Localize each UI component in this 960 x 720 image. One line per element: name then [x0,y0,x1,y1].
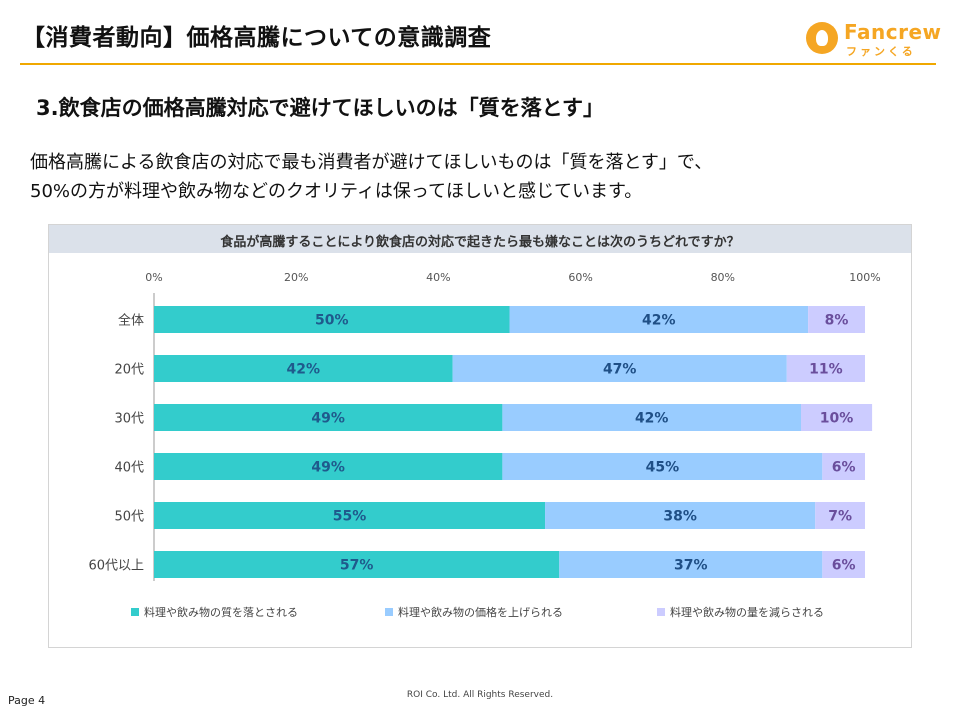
bar-segment [509,306,809,333]
intro-text: 価格高騰による飲食店の対応で最も消費者が避けてほしいものは「質を落とす」で、 5… [30,148,930,206]
bar-segment [452,355,787,382]
bar-segment [154,355,453,382]
x-tick-label: 100% [849,271,880,284]
bar-segment [154,306,510,333]
legend-swatch [385,608,393,616]
x-tick-label: 80% [711,271,735,284]
brand-logo: Fancrew ファンくる [806,20,941,58]
bar-segment [822,453,865,480]
bar-segment [154,453,503,480]
bar-segment [502,453,823,480]
chart-panel: 食品が高騰することにより飲食店の対応で起きたら最も嫌なことは次のうちどれですか？… [48,224,912,648]
stacked-bar-chart: 0% 20% 40% 60% 80% 100% 全体 50% 42% 8% 20代 42% 47% 11%… [88,271,880,619]
data-label: 57% [340,558,374,574]
bar-segment [808,306,865,333]
data-label: 47% [603,362,637,378]
data-label: 7% [828,509,852,525]
legend-label: 料理や飲み物の価格を上げられる [398,605,563,619]
x-tick-label: 60% [568,271,592,284]
bar-segment [822,551,865,578]
section-title: 3.飲食店の価格高騰対応で避けてほしいのは「質を落とす」 [36,96,604,120]
data-label: 10% [820,411,854,427]
data-label: 11% [809,362,843,378]
logo-kana: ファンくる [846,45,916,58]
bar-segment [154,502,546,529]
fancrew-logo-icon [806,22,838,54]
data-label: 49% [311,460,345,476]
data-label: 6% [832,558,856,574]
data-label: 45% [646,460,680,476]
data-label: 38% [663,509,697,525]
legend-swatch [131,608,139,616]
category-label: 20代 [114,363,144,378]
data-label: 55% [333,509,367,525]
bar-segment [815,502,865,529]
copyright-notice: ROI Co. Ltd. All Rights Reserved. [406,690,554,700]
x-tick-label: 40% [426,271,450,284]
data-label: 49% [311,411,345,427]
data-label: 37% [674,558,708,574]
x-tick-label: 0% [145,271,162,284]
logo-wordmark: Fancrew [844,20,942,44]
bar-segment [545,502,816,529]
data-label: 42% [642,313,676,329]
intro-line-1: 価格高騰による飲食店の対応で最も消費者が避けてほしいものは「質を落とす」で、 [30,152,713,173]
legend-swatch [657,608,665,616]
page-number: Page 4 [8,694,46,707]
legend-label: 料理や飲み物の量を減らされる [670,605,824,619]
bar-segment [786,355,865,382]
bar-segment [801,404,873,431]
data-label: 8% [825,313,849,329]
category-label: 全体 [118,313,144,329]
category-label: 30代 [114,412,144,427]
x-tick-label: 20% [284,271,308,284]
bar-segment [154,404,503,431]
data-label: 42% [287,362,321,378]
category-label: 60代以上 [88,559,144,574]
chart-title: 食品が高騰することにより飲食店の対応で起きたら最も嫌なことは次のうちどれですか？ [220,235,740,250]
category-label: 40代 [114,461,144,476]
data-label: 42% [635,411,669,427]
data-label: 6% [832,460,856,476]
header-divider [20,63,936,65]
bar-segment [559,551,823,578]
intro-line-2: 50%の方が料理や飲み物などのクオリティは保ってほしいと感じています。 [30,181,643,202]
legend-label: 料理や飲み物の質を落とされる [144,605,298,619]
chart-question-bar: 食品が高騰することにより飲食店の対応で起きたら最も嫌なことは次のうちどれですか？ [49,225,911,253]
bar-segment [154,551,560,578]
page-title: 【消費者動向】価格高騰についての意識調査 [22,25,492,51]
category-label: 50代 [114,510,144,525]
data-label: 50% [315,313,349,329]
bar-segment [502,404,802,431]
